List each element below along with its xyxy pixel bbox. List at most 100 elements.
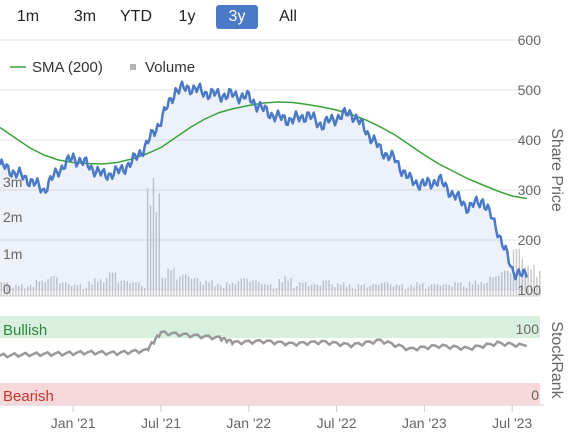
- volume-bar: [348, 284, 351, 296]
- range-button-3m[interactable]: 3m: [73, 8, 97, 25]
- legend-volume-label: Volume: [145, 59, 195, 76]
- volume-bar: [193, 278, 196, 296]
- volume-bar: [26, 286, 29, 296]
- volume-bar: [111, 272, 114, 296]
- volume-bar: [407, 287, 409, 296]
- volume-bar: [343, 282, 345, 296]
- volume-bar: [123, 280, 125, 296]
- volume-bar: [304, 282, 307, 296]
- volume-bar: [325, 280, 327, 296]
- volume-bar: [442, 284, 444, 296]
- volume-bar: [401, 284, 403, 296]
- volume-bar: [3, 282, 5, 296]
- volume-bar: [94, 278, 96, 296]
- volume-bar: [228, 283, 231, 296]
- volume-bar: [539, 270, 541, 296]
- volume-bar: [316, 284, 319, 296]
- volume-bar: [427, 286, 430, 296]
- volume-bar: [293, 288, 295, 296]
- volume-bar: [378, 284, 380, 296]
- price-axis-label: Share Price: [548, 128, 565, 212]
- volume-bar: [187, 276, 190, 296]
- volume-bar: [310, 284, 313, 296]
- volume-bar: [234, 284, 237, 296]
- volume-bar: [56, 277, 58, 296]
- volume-bar: [32, 287, 35, 296]
- volume-bar: [398, 285, 401, 296]
- axes: 100 200 300 400 500 600 0 1m 2m 3m Share Price Jan …: [0, 32, 565, 431]
- volume-bar: [205, 280, 207, 296]
- volume-bar: [287, 280, 289, 296]
- volume-bar: [258, 281, 260, 296]
- volume-bar: [144, 287, 146, 296]
- volume-bar: [272, 288, 275, 296]
- volume-bar: [363, 284, 365, 296]
- volume-tick-3m: 3m: [3, 174, 22, 190]
- volume-bar: [164, 278, 166, 296]
- stockrank-line: [0, 330, 528, 359]
- volume-bar: [351, 287, 354, 296]
- volume-bar: [498, 275, 500, 296]
- volume-bar: [85, 287, 87, 296]
- volume-bar: [243, 278, 245, 296]
- volume-bar: [465, 287, 468, 296]
- volume-bar: [506, 270, 509, 296]
- volume-bar: [237, 281, 240, 296]
- bearish-band: [0, 383, 540, 405]
- volume-bar: [451, 286, 453, 296]
- volume-bar: [141, 286, 143, 296]
- volume-bar: [416, 282, 418, 296]
- volume-bar: [269, 284, 272, 296]
- range-button-1y[interactable]: 1y: [178, 8, 196, 25]
- volume-bar: [395, 284, 398, 296]
- volume-bar: [386, 282, 389, 296]
- x-tick-label: Jul '22: [317, 415, 357, 431]
- volume-bar: [290, 277, 292, 296]
- volume-bar: [126, 281, 128, 296]
- volume-bar: [422, 282, 424, 296]
- range-button-1m[interactable]: 1m: [16, 8, 40, 25]
- volume-bar: [152, 178, 155, 296]
- volume-bar: [381, 282, 383, 296]
- volume-bar: [105, 278, 108, 296]
- bullish-band: [0, 316, 540, 338]
- volume-bar: [231, 282, 234, 296]
- volume-bar: [184, 274, 187, 296]
- price-tick-600: 600: [518, 32, 542, 48]
- volume-bar: [15, 284, 17, 296]
- volume-bar: [468, 281, 471, 296]
- volume-bar: [384, 282, 386, 296]
- price-tick-200: 200: [518, 232, 542, 248]
- volume-bar: [161, 278, 163, 296]
- volume-bar: [530, 269, 532, 296]
- volume-bar: [474, 280, 477, 296]
- volume-bar: [463, 286, 465, 296]
- volume-bar: [275, 288, 278, 296]
- volume-bar: [167, 268, 169, 296]
- volume-bar: [369, 285, 371, 296]
- price-area-fill: [0, 81, 527, 290]
- range-button-3y[interactable]: 3y: [216, 5, 258, 29]
- volume-bar: [21, 284, 23, 296]
- volume-bar: [501, 272, 503, 296]
- range-button-all[interactable]: All: [279, 8, 297, 25]
- price-tick-300: 300: [518, 182, 542, 198]
- volume-bar: [302, 282, 304, 296]
- volume-bar: [117, 282, 120, 296]
- volume-bar: [120, 280, 122, 296]
- volume-bar: [322, 280, 324, 296]
- volume-bar: [79, 284, 82, 296]
- volume-bar: [345, 286, 348, 296]
- x-tick-label: Jan '22: [226, 415, 271, 431]
- volume-bar: [76, 285, 79, 296]
- volume-bar: [296, 286, 298, 296]
- range-button-ytd[interactable]: YTD: [120, 8, 152, 25]
- volume-bar: [471, 284, 474, 296]
- volume-bar: [182, 274, 184, 296]
- volume-bar: [521, 258, 523, 296]
- volume-bar: [64, 282, 67, 296]
- volume-bar: [536, 276, 538, 296]
- volume-bar: [424, 288, 427, 296]
- volume-bar: [307, 286, 310, 296]
